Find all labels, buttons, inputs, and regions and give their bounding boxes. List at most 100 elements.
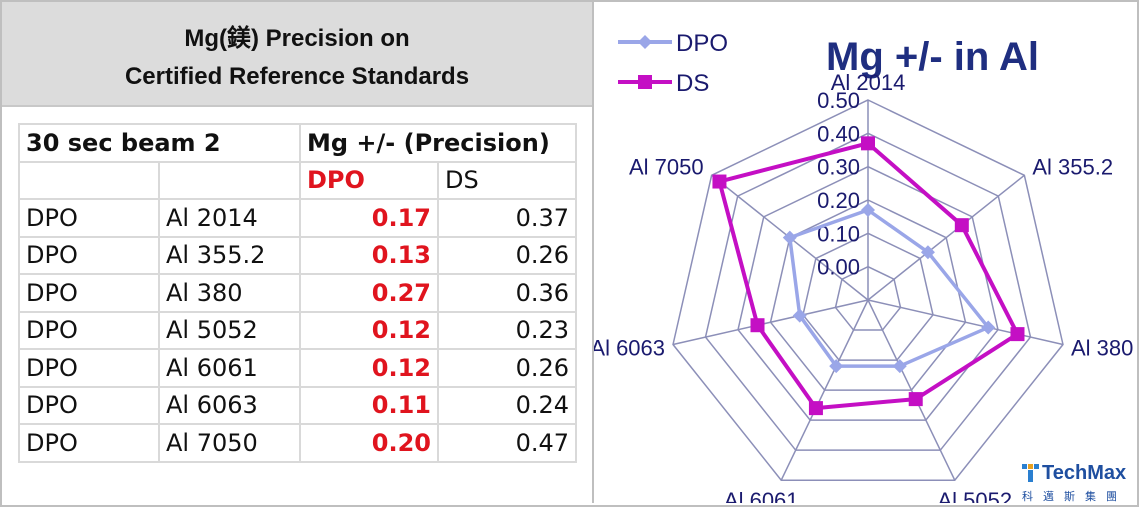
row-standard-cell: Al 2014 <box>158 198 301 238</box>
data-point-ds <box>712 174 727 189</box>
row-standard-cell: Al 6061 <box>158 348 301 388</box>
table-row: DPO Al 380 0.27 0.36 <box>18 273 577 313</box>
grid-spoke <box>867 299 956 481</box>
table-row: DPO Al 5052 0.12 0.23 <box>18 310 577 350</box>
grid-ring <box>802 232 934 361</box>
row-dpo-value: 0.20 <box>299 423 439 463</box>
row-ds-value: 0.26 <box>437 235 577 275</box>
category-label: Al 7050 <box>629 155 704 180</box>
table-empty-cell <box>18 160 160 200</box>
row-dpo-value: 0.11 <box>299 385 439 425</box>
column-header-dpo: DPO <box>299 160 439 200</box>
row-method-cell: DPO <box>18 310 160 350</box>
data-point-ds <box>954 218 969 233</box>
radar-grid <box>672 99 1064 481</box>
table-group-header: Mg +/- (Precision) <box>299 123 577 163</box>
row-standard-cell: Al 6063 <box>158 385 301 425</box>
grid-spoke <box>867 299 1064 346</box>
table-row: DPO Al 7050 0.20 0.47 <box>18 423 577 463</box>
category-label: Al 6061 <box>724 488 799 503</box>
data-point-dpo <box>792 308 807 323</box>
series-line-dpo <box>788 208 990 368</box>
header-line-1: Mg(鎂) Precision on <box>184 25 410 52</box>
techmax-logo-icon <box>1022 464 1039 482</box>
row-ds-value: 0.23 <box>437 310 577 350</box>
radial-tick-labels: 0.000.100.200.300.400.50 <box>817 88 860 280</box>
tick-label: 0.20 <box>817 188 860 213</box>
precision-table: 30 sec beam 2 Mg +/- (Precision) DPO DS … <box>18 123 577 463</box>
category-label: Al 380 <box>1071 336 1133 361</box>
row-method-cell: DPO <box>18 348 160 388</box>
chart-title: Mg +/- in Al <box>826 35 1039 79</box>
category-labels: Al 2014 Al 355.2 Al 380 Al 5052 Al 6061 Al 60… <box>594 70 1133 503</box>
tick-label: 0.30 <box>817 155 860 180</box>
chart-legend: DPO DS <box>618 30 728 97</box>
row-ds-value: 0.36 <box>437 273 577 313</box>
table-header-row: 30 sec beam 2 Mg +/- (Precision) <box>18 123 577 163</box>
category-label: Al 355.2 <box>1032 155 1113 180</box>
row-ds-value: 0.37 <box>437 198 577 238</box>
row-standard-cell: Al 5052 <box>158 310 301 350</box>
table-subheader-row: DPO DS <box>18 160 577 200</box>
row-standard-cell: Al 355.2 <box>158 235 301 275</box>
legend-label-dpo: DPO <box>676 30 728 57</box>
data-point-dpo <box>829 359 844 374</box>
data-point-dpo <box>920 245 935 260</box>
table-empty-cell <box>158 160 301 200</box>
row-standard-cell: Al 380 <box>158 273 301 313</box>
legend-marker-dpo <box>638 35 652 49</box>
row-dpo-value: 0.17 <box>299 198 439 238</box>
grid-ring <box>704 132 1032 451</box>
column-header-ds: DS <box>437 160 577 200</box>
logo-subtitle: 科邁斯集團 <box>1022 490 1127 503</box>
table-row: DPO Al 355.2 0.13 0.26 <box>18 235 577 275</box>
tick-label: 0.40 <box>817 121 860 146</box>
category-label: Al 5052 <box>937 488 1012 503</box>
logo-name: TechMax <box>1042 462 1127 484</box>
data-point-dpo <box>861 203 875 217</box>
data-point-ds <box>808 401 823 416</box>
legend-label-ds: DS <box>676 70 709 97</box>
row-method-cell: DPO <box>18 235 160 275</box>
row-method-cell: DPO <box>18 198 160 238</box>
row-dpo-value: 0.13 <box>299 235 439 275</box>
header-line-2: Certified Reference Standards <box>124 63 470 90</box>
grid-ring <box>737 165 999 421</box>
table-row: DPO Al 6061 0.12 0.26 <box>18 348 577 388</box>
tick-label: 0.50 <box>817 88 860 113</box>
grid-ring <box>672 99 1064 481</box>
row-standard-cell: Al 7050 <box>158 423 301 463</box>
left-panel: Mg(鎂) Precision on Certified Reference S… <box>2 2 592 503</box>
panel-header: Mg(鎂) Precision on Certified Reference S… <box>2 2 592 107</box>
row-dpo-value: 0.27 <box>299 273 439 313</box>
data-point-ds <box>750 318 765 333</box>
row-method-cell: DPO <box>18 385 160 425</box>
table-top-left-header: 30 sec beam 2 <box>18 123 301 163</box>
data-point-ds <box>1010 327 1025 342</box>
grid-spoke <box>672 299 869 346</box>
panel-divider <box>592 2 594 503</box>
grid-spoke <box>780 299 869 481</box>
table-row: DPO Al 2014 0.17 0.37 <box>18 198 577 238</box>
table-body: DPO Al 2014 0.17 0.37 DPO Al 355.2 0.13 0.26 DPO… <box>18 198 577 463</box>
row-dpo-value: 0.12 <box>299 348 439 388</box>
legend-marker-ds <box>638 75 652 89</box>
tick-label: 0.00 <box>817 255 860 280</box>
row-method-cell: DPO <box>18 273 160 313</box>
row-ds-value: 0.26 <box>437 348 577 388</box>
row-ds-value: 0.47 <box>437 423 577 463</box>
grid-ring <box>834 265 902 331</box>
data-point-dpo <box>782 230 797 245</box>
category-label: Al 2014 <box>831 70 906 95</box>
data-point-ds <box>861 136 875 151</box>
grid-ring <box>769 199 967 391</box>
row-ds-value: 0.24 <box>437 385 577 425</box>
table-row: DPO Al 6063 0.11 0.24 <box>18 385 577 425</box>
grid-spoke <box>867 174 1025 301</box>
series-line-ds <box>717 141 1020 411</box>
category-label: Al 6063 <box>594 336 665 361</box>
data-point-dpo <box>892 359 907 374</box>
data-point-ds <box>908 392 923 407</box>
